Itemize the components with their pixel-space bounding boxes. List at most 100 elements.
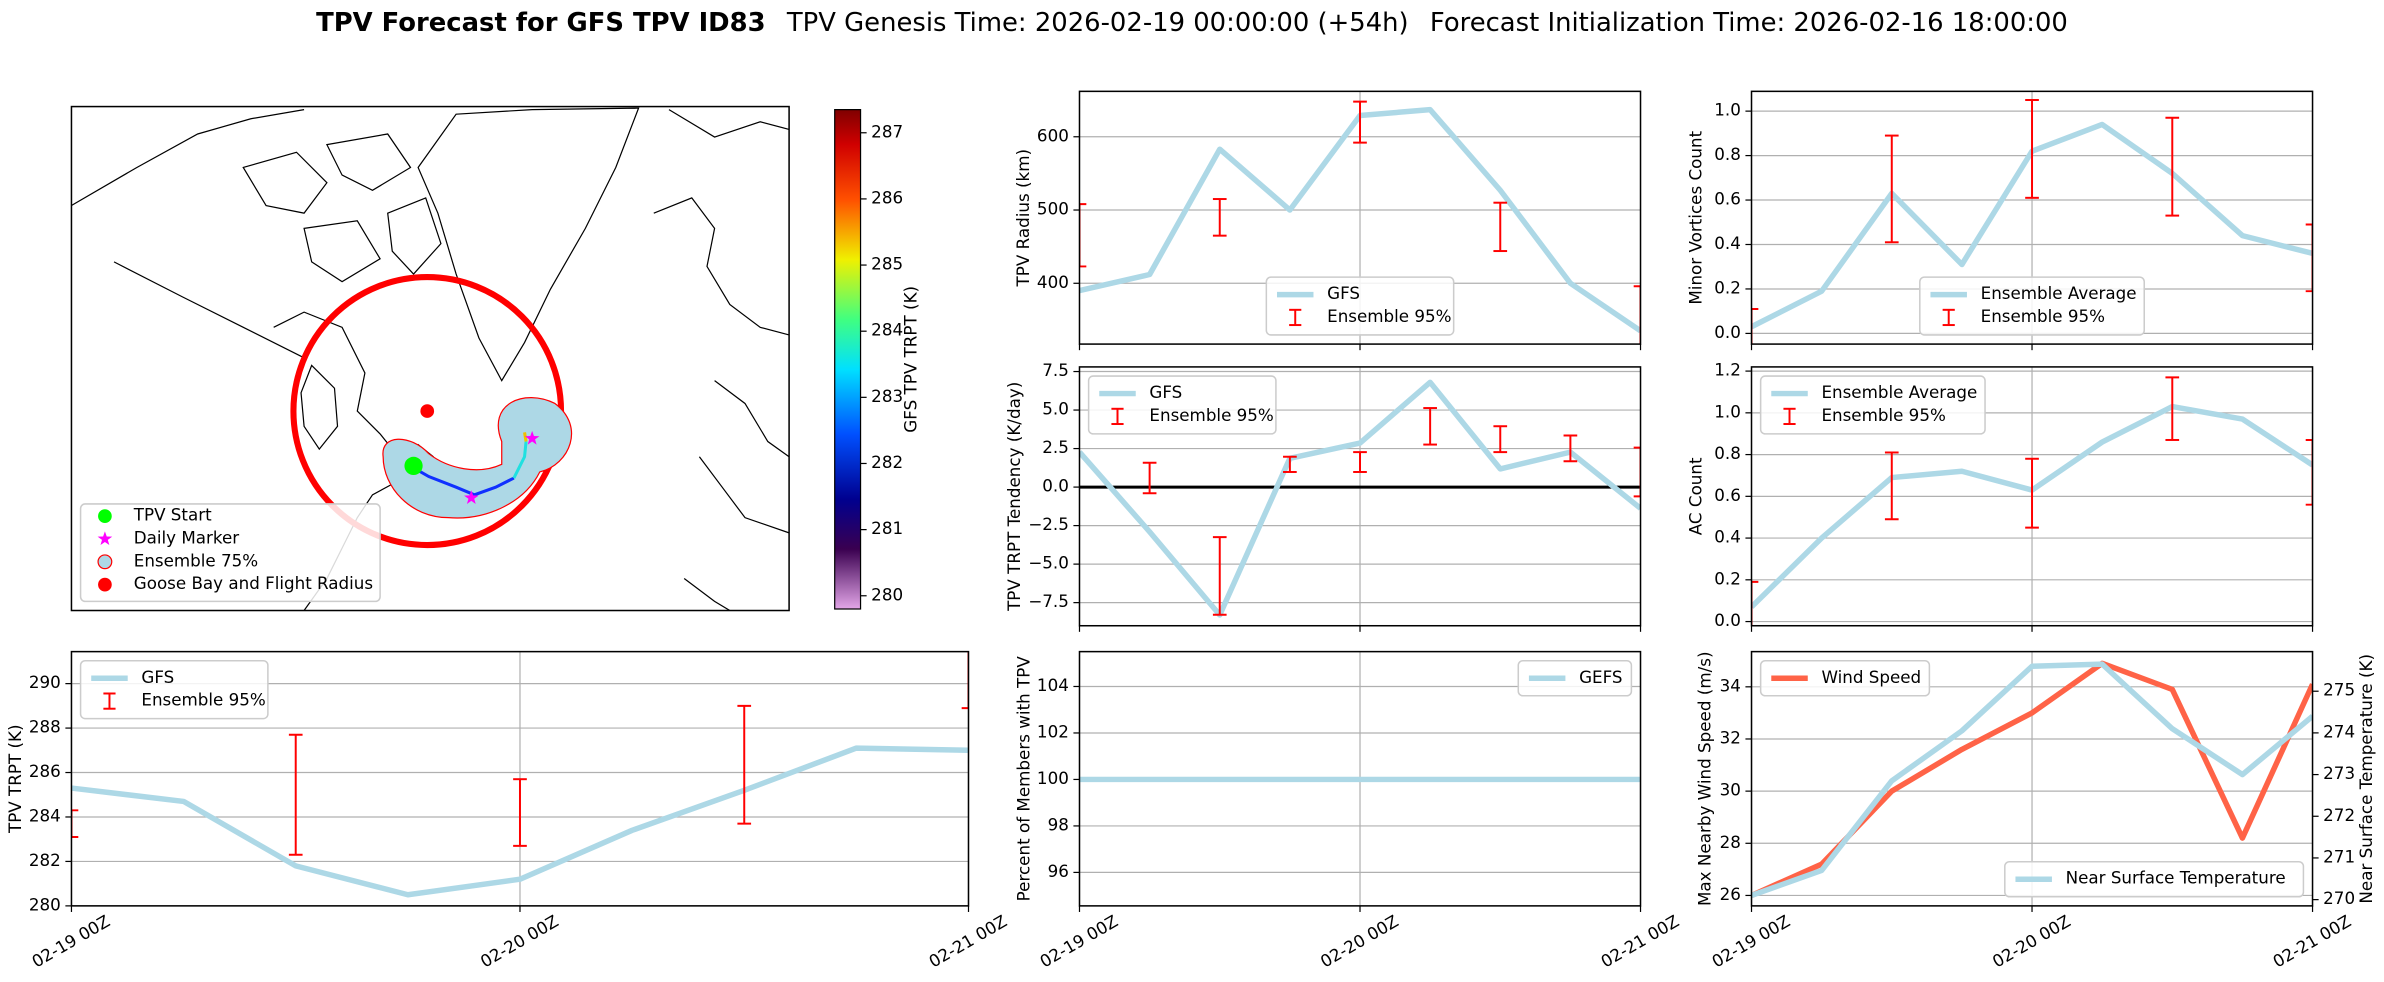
line [71,745,969,898]
legend-box [1919,276,2145,336]
x-tick-label: 02-21 00Z [925,911,1010,972]
plot-area [71,651,969,906]
map-legend: TPV Start Daily Marker Ensemble 75% Goos… [79,503,381,603]
map-frame [70,105,790,612]
y-tick-label: 96 [1048,861,1069,881]
legend: Wind Speed [1759,659,1931,697]
axes-frame [1750,366,2314,627]
colorbar-tick-label: 284 [871,320,903,340]
legend-label: Ensemble 95% [1821,405,1945,425]
y-tick-label: 5.0 [1042,399,1069,419]
title-genesis: TPV Genesis Time: 2026-02-19 00:00:00 (+… [786,7,1409,37]
legend-label: GEFS [1579,667,1622,687]
legend-box [1265,276,1455,336]
legend: GFS Ensemble 95% [1265,276,1455,336]
track [523,432,528,442]
y-tick-label: 0.0 [1714,610,1741,630]
y-tick-label: 34 [1720,675,1741,695]
y-tick-label: 0.8 [1714,144,1741,164]
y-tick-label: 32 [1720,727,1741,747]
y-tick-label: 0.4 [1714,233,1741,253]
y-tick-label: 28 [1720,832,1741,852]
legend-label: Ensemble 75% [134,550,258,570]
legend: GFS Ensemble 95% [1087,375,1277,435]
legend-box [1759,659,1931,697]
legend-box [1087,375,1277,435]
tpv-start [404,456,423,476]
x-tick-label: 02-20 00Z [1989,911,2074,972]
x-tick-label: 02-21 00Z [1597,911,1682,972]
plot-area [1079,651,1641,906]
coastline [653,109,790,611]
y-tick-label: 0.2 [1714,568,1741,588]
y-tick-label: 0.2 [1714,277,1741,297]
y-tick-label: 1.0 [1714,100,1741,120]
y-tick-label: 7.5 [1042,360,1069,380]
track [406,463,515,497]
y-tick-label: 100 [1037,768,1069,788]
colorbar-tick-label: 281 [871,518,903,538]
coastline [417,107,640,382]
y2-tick-label: 275 [2323,680,2355,700]
colorbar-label: GFS TPV TRPT (K) [901,286,921,433]
x-tick-label: 02-20 00Z [477,911,562,972]
goose-bay [420,404,435,418]
y-axis-label: Max Nearby Wind Speed (m/s) [1694,651,1714,906]
legend-label: Ensemble 95% [1981,306,2105,326]
y2-tick-label: 270 [2323,888,2355,908]
y-axis-label: TPV Radius (km) [1013,149,1033,288]
legend: Ensemble Average Ensemble 95% [1919,276,2145,336]
legend-label: Ensemble 95% [141,690,265,710]
axes-frame [1750,90,2314,345]
legend: Near Surface Temperature [2004,860,2305,898]
y-axis-label: AC Count [1685,457,1705,535]
y2-tick-label: 272 [2323,805,2355,825]
y-tick-label: 600 [1037,125,1069,145]
plot-area [1751,366,2313,626]
title-init: Forecast Initialization Time: 2026-02-16… [1430,7,2068,37]
y-tick-label: −7.5 [1028,591,1069,611]
y-tick-label: 0.6 [1714,485,1741,505]
y2-tick-label: 271 [2323,846,2355,866]
colorbar-tick-label: 285 [871,254,903,274]
y-tick-label: 0.8 [1714,443,1741,463]
y2-tick-label: 273 [2323,763,2355,783]
y-axis-label: TPV TRPT (K) [5,724,25,834]
axes-frame [70,650,970,907]
legend-box [79,659,269,720]
coastline [242,133,442,283]
legend-label: Ensemble 95% [1327,306,1451,326]
y-axis-label: Percent of Members with TPV [1013,656,1033,902]
legend-marker [98,509,112,523]
legend-box [1517,659,1633,697]
y-tick-label: 290 [29,672,61,692]
y-tick-label: 2.5 [1042,437,1069,457]
line [1079,379,1641,618]
suptitle: TPV Forecast for GFS TPV ID83 TPV Genesis… [316,7,2068,37]
line [1751,661,2313,899]
y-tick-label: 0.6 [1714,189,1741,209]
y-tick-label: 284 [29,805,61,825]
y-tick-label: 98 [1048,814,1069,834]
y-tick-label: 104 [1037,675,1069,695]
y-tick-label: 288 [29,717,61,737]
y-tick-label: −2.5 [1028,514,1069,534]
legend: Ensemble Average Ensemble 95% [1759,375,1986,435]
legend-label: Ensemble Average [1821,382,1977,402]
legend-label: Near Surface Temperature [2066,868,2286,888]
y-tick-label: 1.0 [1714,401,1741,421]
y2-tick-label: 274 [2323,721,2355,741]
legend-label: GFS [141,667,174,687]
y-tick-label: 1.2 [1714,360,1741,380]
legend: GFS Ensemble 95% [79,659,269,720]
y-tick-label: 280 [29,894,61,914]
colorbar [834,109,862,610]
track [512,441,528,479]
ensemble-area [382,397,573,519]
x-tick-label: 02-20 00Z [1317,911,1402,972]
colorbar-tick-label: 282 [871,452,903,472]
legend-box [2004,860,2305,898]
y-tick-label: 286 [29,761,61,781]
